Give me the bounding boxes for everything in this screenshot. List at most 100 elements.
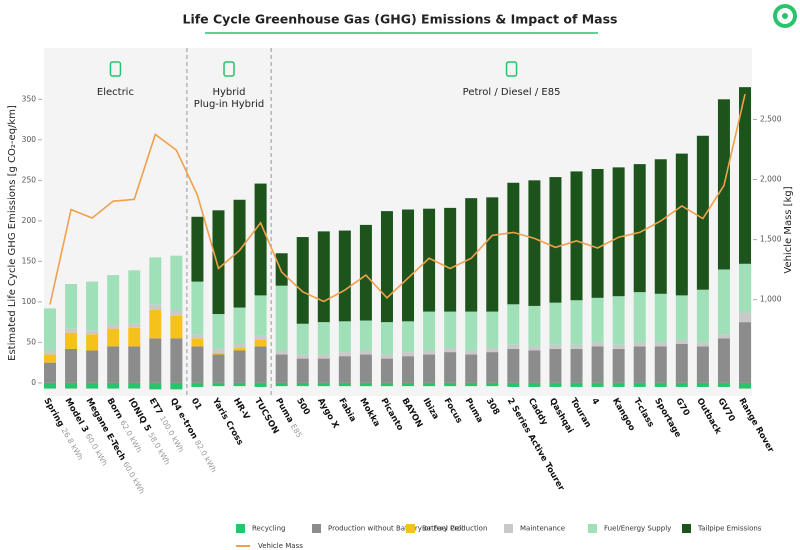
bar-segment <box>338 352 351 357</box>
bar-segment <box>170 315 183 339</box>
category-name: Mokka <box>357 397 381 429</box>
category-name: Puma <box>273 397 295 426</box>
bar-segment <box>444 348 457 353</box>
bar-segment <box>191 334 204 339</box>
bar-segment <box>402 209 415 322</box>
bar-segment <box>654 342 667 347</box>
bar-segment <box>423 311 436 351</box>
bar-segment <box>128 323 141 328</box>
bar-segment <box>170 338 183 383</box>
bar-segment <box>65 348 78 383</box>
bar-segment <box>191 281 204 335</box>
bar-segment <box>296 358 309 383</box>
bar-segment <box>191 382 204 387</box>
bar-segment <box>107 324 120 329</box>
bar-segment <box>212 382 225 387</box>
y-tick-label: 300 <box>22 135 37 144</box>
x-tick-label: Puma <box>463 397 485 426</box>
legend-label: Tailpipe Emissions <box>697 525 762 533</box>
bar-segment <box>507 348 520 383</box>
bar-segment <box>465 198 478 312</box>
bar-segment <box>212 314 225 349</box>
bar-segment <box>507 304 520 345</box>
bar-segment <box>633 382 646 387</box>
bar-segment <box>444 352 457 383</box>
region-icon <box>505 61 518 77</box>
bar-segment <box>591 346 604 383</box>
bar-segment <box>296 323 309 355</box>
bar-segment <box>591 342 604 347</box>
legend-label: Recycling <box>252 525 285 533</box>
bar-segment <box>402 356 415 383</box>
x-tick-label: Fabia <box>336 397 358 425</box>
category-name: HR-V <box>231 397 251 422</box>
bar-segment <box>507 344 520 349</box>
bar-segment <box>380 382 393 387</box>
bar-segment <box>170 309 183 316</box>
bar-segment <box>317 322 330 355</box>
bar-segment <box>107 346 120 383</box>
bar-segment <box>86 334 99 351</box>
y-axis-label: Estimated Life Cycle GHG Emissions [g CO… <box>7 105 18 361</box>
bar-segment <box>86 330 99 335</box>
category-name: Fabia <box>336 397 358 425</box>
region-label: Electric <box>97 87 134 98</box>
bar-segment <box>107 382 120 389</box>
x-tick-label: 500 <box>294 397 312 417</box>
bar-segment <box>128 270 141 324</box>
region-label: Petrol / Diesel / E85 <box>463 87 561 98</box>
bar-segment <box>465 382 478 387</box>
chart-title: Life Cycle Greenhouse Gas (GHG) Emission… <box>182 12 617 27</box>
legend-swatch <box>406 524 415 533</box>
bar-segment <box>380 358 393 383</box>
bar-segment <box>465 350 478 355</box>
bar-segment <box>317 354 330 359</box>
bar-segment <box>212 354 225 383</box>
bar-segment <box>44 354 56 363</box>
bar-segment <box>486 311 499 349</box>
bar-segment <box>423 208 436 312</box>
category-name: 4 <box>589 397 601 407</box>
y-tick-label: 200 <box>22 216 37 225</box>
x-tick-label: 308 <box>484 397 502 417</box>
x-tick-label: HR-V <box>231 397 251 422</box>
bar-segment <box>402 321 415 353</box>
bar-segment <box>549 344 562 349</box>
category-name: Megane E-Tech <box>84 397 128 463</box>
x-tick-label: GV70 <box>715 397 736 424</box>
bar-segment <box>317 382 330 387</box>
bar-segment <box>402 352 415 357</box>
x-tick-label: 4 <box>589 397 601 407</box>
bar-segment <box>86 281 99 331</box>
bar-segment <box>633 292 646 343</box>
bar-segment <box>44 350 56 355</box>
bar-segment <box>191 216 204 282</box>
category-name: Focus <box>442 397 464 426</box>
bar-segment <box>633 164 646 293</box>
bar-segment <box>359 320 372 351</box>
bar-segment <box>254 339 267 347</box>
category-name: G70 <box>673 397 691 418</box>
bar-segment <box>233 199 246 308</box>
y2-axis-label: Vehicle Mass [kg] <box>783 186 794 273</box>
bar-segment <box>296 237 309 324</box>
bar-segment <box>444 207 457 312</box>
y2-tick-label: 1,500 <box>760 235 782 244</box>
bar-segment <box>296 382 309 387</box>
bar-segment <box>423 382 436 387</box>
bar-segment <box>254 295 267 336</box>
legend-swatch <box>588 524 597 533</box>
bar-segment <box>696 382 709 387</box>
bar-segment <box>65 382 78 389</box>
bar-segment <box>275 354 288 383</box>
bar-segment <box>233 307 246 345</box>
bar-segment <box>402 382 415 387</box>
bar-segment <box>633 346 646 383</box>
bar-segment <box>675 339 688 345</box>
bar-segment <box>65 284 78 329</box>
bar-segment <box>591 168 604 298</box>
category-name: 500 <box>294 397 312 417</box>
category-name: 308 <box>484 397 502 417</box>
bar-segment <box>549 348 562 383</box>
region-icon <box>223 61 235 77</box>
